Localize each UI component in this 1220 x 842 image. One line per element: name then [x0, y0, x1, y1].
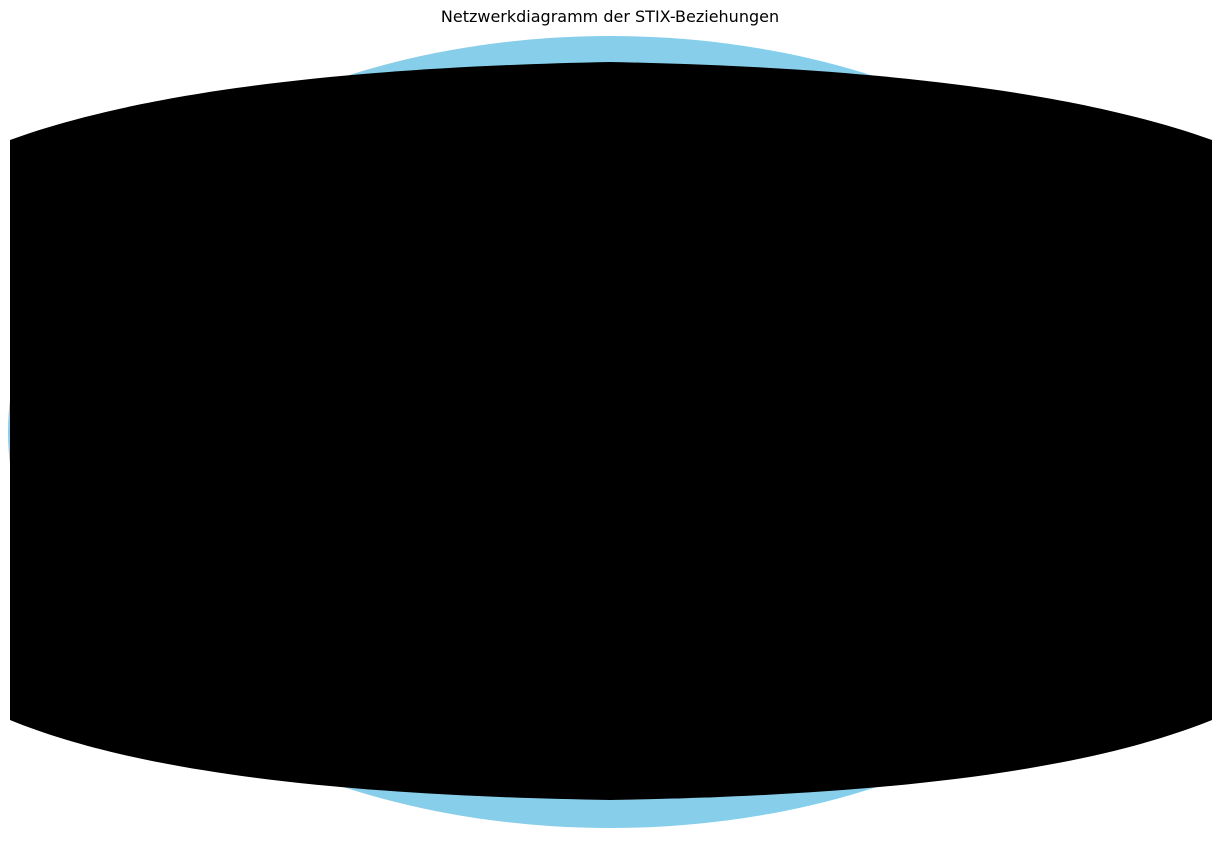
edge-mass — [10, 62, 1212, 800]
edge-lines — [10, 62, 1212, 800]
diagram-title: Netzwerkdiagramm der STIX-Beziehungen — [440, 7, 780, 26]
